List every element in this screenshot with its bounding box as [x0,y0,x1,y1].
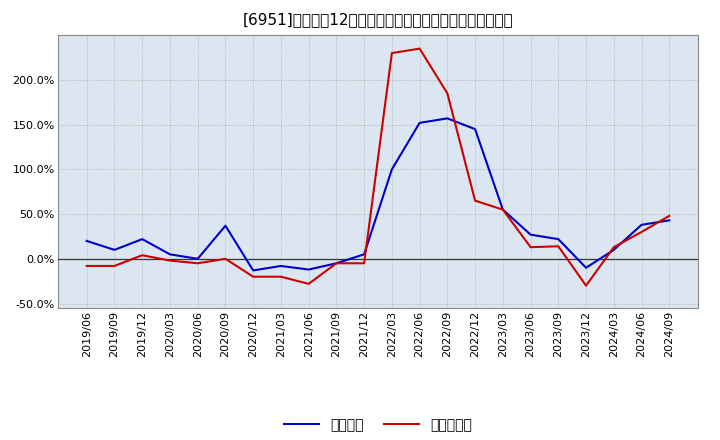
経常利益 [637,222,646,227]
当期純利益 [305,281,313,286]
当期純利益 [221,256,230,261]
当期純利益 [471,198,480,203]
経常利益 [471,126,480,132]
当期純利益 [82,263,91,268]
当期純利益 [665,213,674,219]
経常利益 [609,247,618,253]
経常利益 [110,247,119,253]
経常利益 [387,167,396,172]
当期純利益 [110,263,119,268]
当期純利益 [637,229,646,235]
Line: 経常利益: 経常利益 [86,118,670,271]
当期純利益 [415,46,424,51]
Title: [6951]　利益だ12か月移動合計の対前年同期増減率の推移: [6951] 利益だ12か月移動合計の対前年同期増減率の推移 [243,12,513,27]
Line: 当期純利益: 当期純利益 [86,48,670,286]
当期純利益 [360,260,369,266]
経常利益 [554,236,562,242]
経常利益 [249,268,258,273]
経常利益 [526,232,535,237]
当期純利益 [443,91,451,96]
経常利益 [415,120,424,125]
当期純利益 [554,244,562,249]
当期純利益 [249,274,258,279]
当期純利益 [276,274,285,279]
経常利益 [498,207,507,212]
当期純利益 [387,51,396,56]
当期純利益 [609,245,618,250]
経常利益 [582,265,590,271]
経常利益 [443,116,451,121]
経常利益 [332,260,341,266]
経常利益 [665,218,674,223]
当期純利益 [332,260,341,266]
Legend: 経常利益, 当期純利益: 経常利益, 当期純利益 [284,418,472,432]
経常利益 [221,223,230,228]
経常利益 [305,267,313,272]
当期純利益 [194,260,202,266]
経常利益 [166,252,174,257]
経常利益 [138,236,147,242]
当期純利益 [526,245,535,250]
経常利益 [276,263,285,268]
経常利益 [194,256,202,261]
当期純利益 [582,283,590,288]
経常利益 [82,238,91,244]
経常利益 [360,252,369,257]
当期純利益 [498,207,507,212]
当期純利益 [138,253,147,258]
当期純利益 [166,258,174,263]
